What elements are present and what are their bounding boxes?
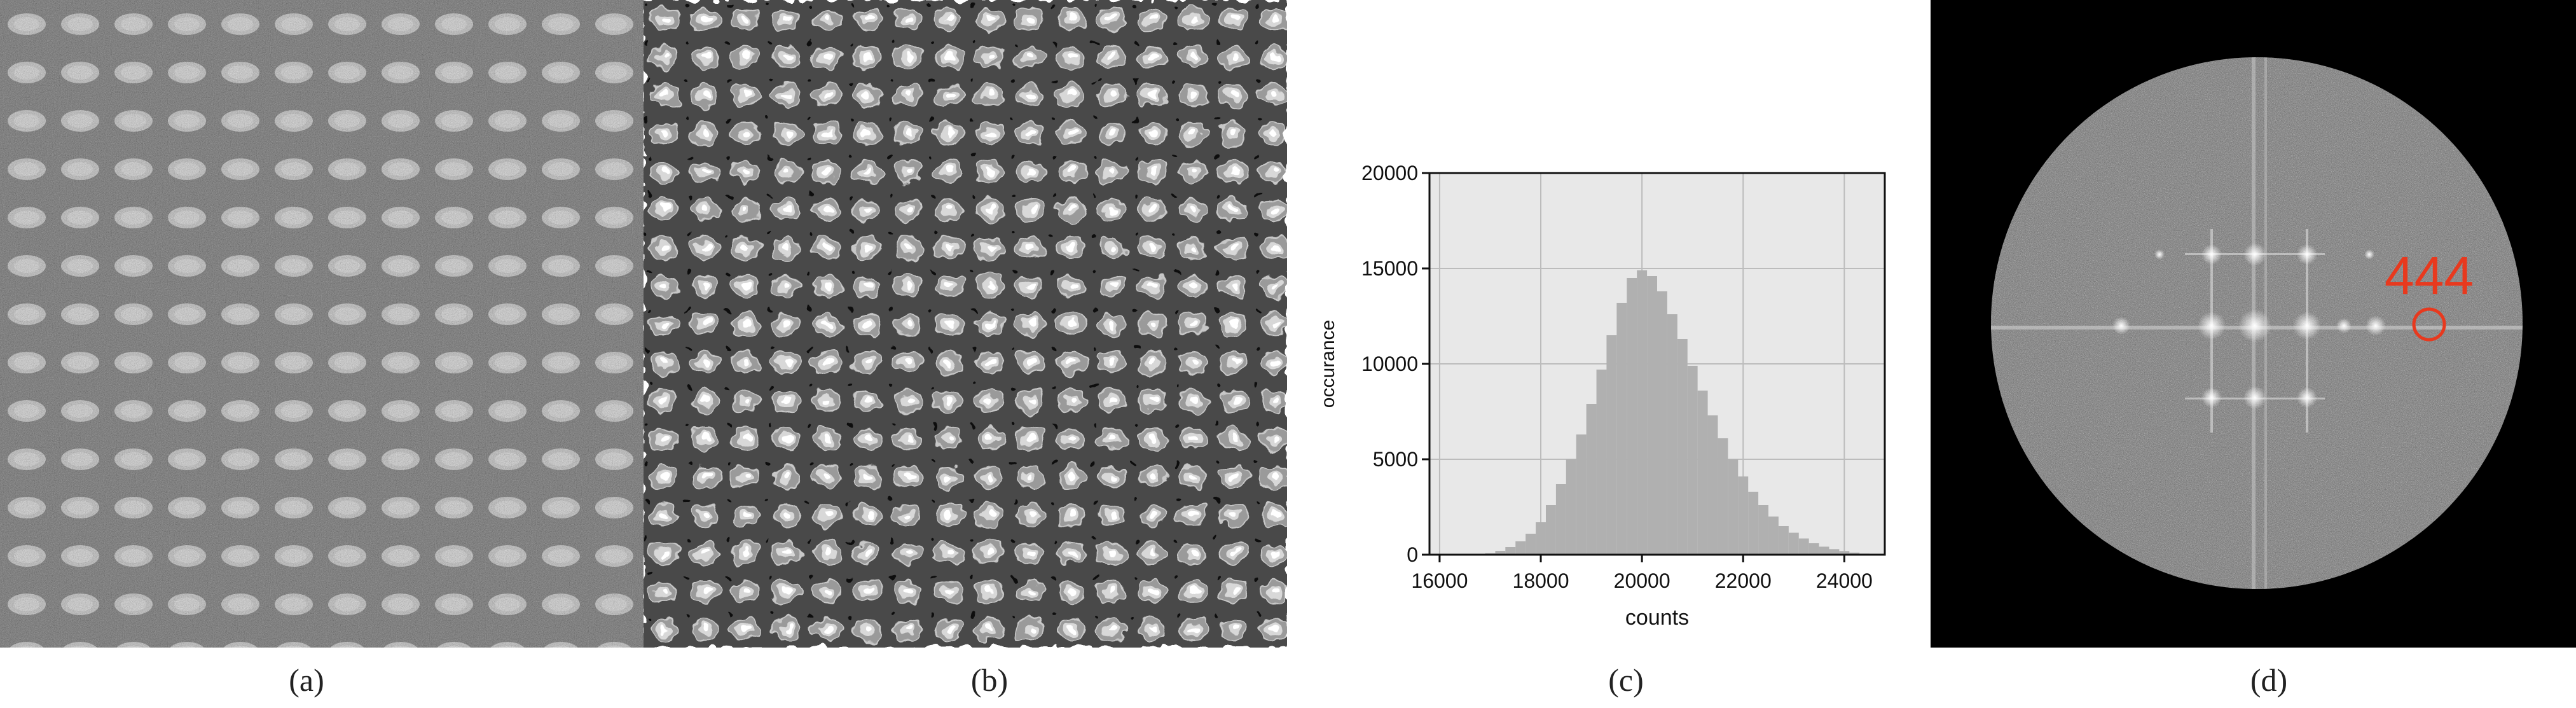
reflection-444-label: 444 <box>2385 246 2474 305</box>
histogram-bar <box>1808 543 1819 555</box>
histogram-bar <box>1677 339 1688 555</box>
bragg-spot <box>2198 312 2226 340</box>
histogram-bar <box>1738 476 1749 555</box>
bragg-spot <box>2336 318 2352 333</box>
histogram-bar <box>1566 459 1576 555</box>
bragg-spot <box>2243 243 2266 266</box>
histogram-bar <box>1728 459 1739 555</box>
histogram-bar <box>1768 517 1779 555</box>
histogram-bar <box>1687 366 1698 555</box>
bragg-spot <box>2243 386 2266 409</box>
y-tick-label: 5000 <box>1373 448 1418 471</box>
fft-pattern: 444 <box>1931 0 2576 648</box>
caption-a: (a) <box>289 662 324 698</box>
bragg-spot <box>2297 244 2317 265</box>
histogram-bar <box>1586 404 1597 555</box>
histogram-bar <box>1596 370 1607 555</box>
x-axis-label: counts <box>1625 606 1689 630</box>
lattice-image-filtered <box>644 0 1287 648</box>
bragg-spot <box>2366 316 2386 336</box>
histogram-chart: 16000 18000 20000 22000 24000 0 5000 10000 15000… <box>1287 0 1931 648</box>
lattice-image-raw-graphic <box>0 0 644 648</box>
y-tick-label: 0 <box>1407 543 1418 566</box>
x-tick-label: 18000 <box>1513 569 1569 592</box>
histogram-bar <box>1536 522 1546 555</box>
histogram-bar <box>1849 552 1860 555</box>
bragg-spot <box>2297 387 2317 408</box>
histogram-bar <box>1526 534 1536 555</box>
histogram-bar <box>1758 505 1769 555</box>
x-tick-label: 20000 <box>1614 569 1670 592</box>
caption-d: (d) <box>2250 662 2288 698</box>
bragg-spot <box>2154 249 2165 260</box>
histogram-bar <box>1505 547 1516 555</box>
caption-c: (c) <box>1608 662 1644 698</box>
bars <box>1485 270 1870 555</box>
caption-b: (b) <box>970 662 1009 698</box>
bragg-spot <box>2201 244 2222 265</box>
fft-pattern-graphic: 444 <box>1931 0 2576 648</box>
lattice-image-filtered-graphic <box>644 0 1287 648</box>
histogram-bar <box>1515 541 1526 555</box>
bragg-spot <box>2238 309 2271 342</box>
bragg-spot <box>2364 249 2374 260</box>
x-tick-label: 16000 <box>1411 569 1468 592</box>
histogram-svg: 16000 18000 20000 22000 24000 0 5000 10000 15000… <box>1318 162 1886 630</box>
histogram-bar <box>1718 438 1728 555</box>
histogram-bar <box>1697 391 1708 555</box>
histogram-bar <box>1545 505 1556 555</box>
x-tick-label: 24000 <box>1816 569 1873 592</box>
bragg-spot <box>2293 312 2321 340</box>
histogram-bar <box>1798 538 1809 555</box>
histogram-bar <box>1647 276 1657 555</box>
y-tick-label: 15000 <box>1361 257 1418 280</box>
bragg-spot <box>2201 387 2222 408</box>
histogram-bar <box>1495 551 1506 555</box>
histogram-bar <box>1576 434 1587 555</box>
histogram-bar <box>1748 492 1759 555</box>
y-tick-label: 10000 <box>1361 352 1418 375</box>
histogram-bar <box>1616 303 1627 555</box>
histogram-bar <box>1657 291 1667 555</box>
histogram-bar <box>1606 335 1617 555</box>
lattice-image-raw <box>0 0 644 648</box>
histogram-bar <box>1627 278 1637 555</box>
histogram-bar <box>1829 549 1840 555</box>
histogram-bar <box>1637 270 1648 555</box>
histogram-bar <box>1819 546 1829 555</box>
histogram-bar <box>1555 484 1566 555</box>
y-axis-label: occurance <box>1318 320 1339 408</box>
histogram-bar <box>1667 314 1677 555</box>
reflection-444-marker <box>2412 307 2446 342</box>
histogram-bar <box>1839 551 1850 555</box>
x-tick-label: 22000 <box>1715 569 1772 592</box>
fft-spots <box>2112 243 2386 409</box>
histogram-bar <box>1707 415 1718 555</box>
ticks: 16000 18000 20000 22000 24000 0 5000 10000 15000… <box>1361 162 1873 592</box>
bragg-spot <box>2112 317 2130 335</box>
histogram-bar <box>1788 532 1799 555</box>
histogram-bar <box>1778 526 1789 555</box>
y-tick-label: 20000 <box>1361 162 1418 184</box>
